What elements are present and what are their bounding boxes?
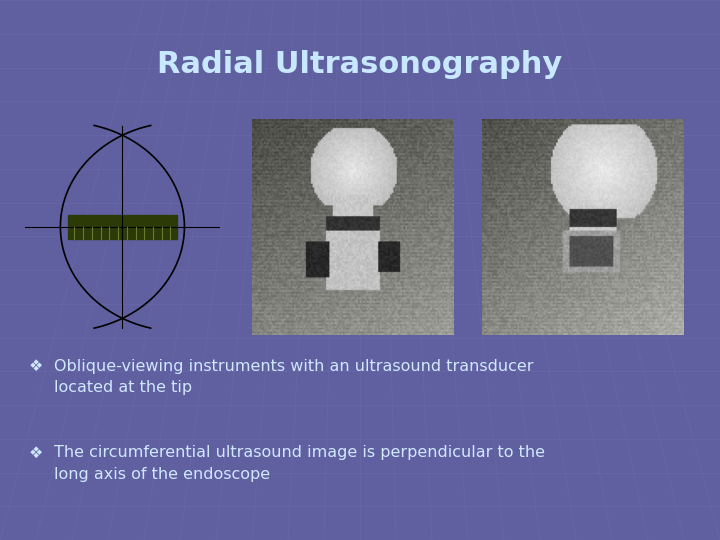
Text: ❖: ❖ xyxy=(29,446,43,461)
Text: Radial Ultrasonography: Radial Ultrasonography xyxy=(158,50,562,79)
Text: ❖: ❖ xyxy=(29,359,43,374)
Text: The circumferential ultrasound image is perpendicular to the
long axis of the en: The circumferential ultrasound image is … xyxy=(54,446,545,482)
Text: Oblique-viewing instruments with an ultrasound transducer
located at the tip: Oblique-viewing instruments with an ultr… xyxy=(54,359,534,395)
Bar xyxy=(68,214,176,239)
